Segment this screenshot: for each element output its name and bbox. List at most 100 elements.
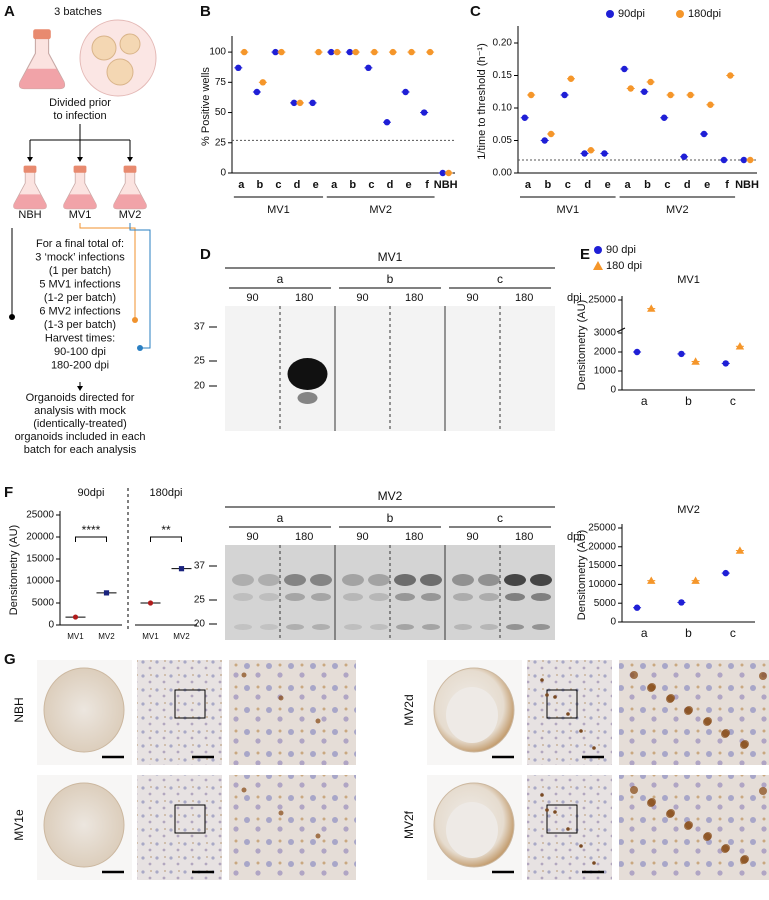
- flask-label: MV2: [119, 209, 142, 221]
- y-tick-label: 0: [48, 620, 54, 631]
- group-label: a: [277, 272, 284, 286]
- point: [235, 64, 242, 72]
- y-tick-label: 25: [215, 137, 227, 148]
- point: [691, 357, 700, 365]
- band: [258, 574, 280, 586]
- band: [285, 593, 305, 601]
- point: [676, 10, 684, 18]
- point: [735, 546, 745, 554]
- flask: [13, 165, 47, 210]
- flask-label: MV1: [69, 209, 92, 221]
- deposit: [566, 827, 570, 831]
- x-tick-label: a: [331, 179, 338, 191]
- point: [241, 48, 248, 56]
- text: Divided prior: [49, 97, 111, 109]
- point: [678, 599, 685, 606]
- point: [587, 147, 595, 154]
- point: [633, 604, 641, 611]
- dpi-label: 180: [295, 531, 313, 543]
- summary-line: (1 per batch): [49, 265, 111, 277]
- point: [641, 88, 648, 95]
- x-tick-label: b: [685, 394, 692, 408]
- organoid: [119, 33, 141, 55]
- point: [567, 75, 575, 82]
- chart-title: MV1: [677, 274, 700, 286]
- deposit: [545, 808, 549, 812]
- x-tick-label: NBH: [735, 179, 759, 191]
- point: [402, 88, 409, 96]
- flask: [113, 165, 147, 210]
- summary-line: (1-2 per batch): [44, 292, 116, 304]
- text: 3 batches: [54, 6, 102, 18]
- band: [287, 358, 328, 390]
- point: [408, 48, 415, 56]
- band: [479, 593, 499, 601]
- y-tick-label: 20000: [588, 541, 616, 552]
- band: [532, 624, 550, 630]
- outcome-line: (identically-treated): [33, 418, 127, 430]
- point: [581, 150, 588, 157]
- point: [389, 48, 397, 56]
- point: [547, 130, 555, 138]
- panel-label: B: [200, 3, 211, 20]
- band: [233, 593, 253, 601]
- organoid-section: [43, 782, 125, 868]
- band: [394, 574, 416, 586]
- axis-break: [616, 327, 626, 333]
- y-tick-label: 25000: [588, 523, 616, 534]
- group-label: b: [387, 272, 394, 286]
- x-tick-label: MV1: [142, 632, 159, 641]
- y-axis-label: 1/time to threshold (h⁻¹): [476, 43, 488, 159]
- dot: [9, 314, 15, 320]
- point: [722, 569, 729, 577]
- flask: [63, 165, 97, 210]
- point: [445, 169, 452, 177]
- summary-line: 3 ‘mock’ infections: [35, 251, 125, 263]
- arrowhead: [77, 157, 83, 162]
- x-tick-label: MV1: [67, 632, 84, 641]
- deposit: [666, 810, 674, 818]
- band: [452, 574, 474, 586]
- row-label: MV2f: [402, 810, 416, 839]
- point: [561, 91, 568, 99]
- y-tick-label: 0: [220, 168, 226, 179]
- inset-box: [174, 804, 206, 834]
- summary-line: (1-3 per batch): [44, 319, 116, 331]
- deposit: [703, 718, 711, 726]
- deposit: [315, 833, 321, 839]
- band: [311, 593, 331, 601]
- flask-liquid: [13, 194, 47, 209]
- outcome-line: analysis with mock: [34, 405, 126, 417]
- band: [368, 574, 390, 586]
- zoom-image: [229, 775, 356, 880]
- x-tick-label: d: [387, 179, 394, 191]
- histology-image: [527, 660, 612, 765]
- point: [722, 360, 729, 367]
- connector: [79, 223, 136, 318]
- mw-label: 20: [194, 381, 206, 392]
- arrowhead: [27, 157, 33, 162]
- y-tick-label: 75: [215, 77, 227, 88]
- flask-label: NBH: [18, 209, 41, 221]
- band: [420, 574, 442, 586]
- panel-label: D: [200, 246, 211, 263]
- dpi-label: 180: [515, 292, 533, 304]
- arrowhead: [77, 386, 83, 391]
- point: [365, 64, 372, 72]
- band: [312, 624, 330, 630]
- flask-cap: [123, 165, 137, 173]
- y-tick-label: 25000: [26, 510, 54, 521]
- y-tick-label: 0.15: [493, 70, 513, 81]
- point: [72, 614, 79, 620]
- histology-image: [137, 660, 222, 765]
- dpi-label: 90: [466, 531, 478, 543]
- histology-image: [137, 775, 222, 880]
- point: [346, 48, 354, 56]
- band: [478, 574, 500, 586]
- x-tick-label: c: [275, 179, 281, 191]
- x-tick-label: d: [294, 179, 301, 191]
- y-tick-label: 3000: [594, 328, 617, 339]
- zoom-image: [619, 775, 769, 880]
- point: [687, 91, 694, 99]
- deposit: [740, 741, 748, 749]
